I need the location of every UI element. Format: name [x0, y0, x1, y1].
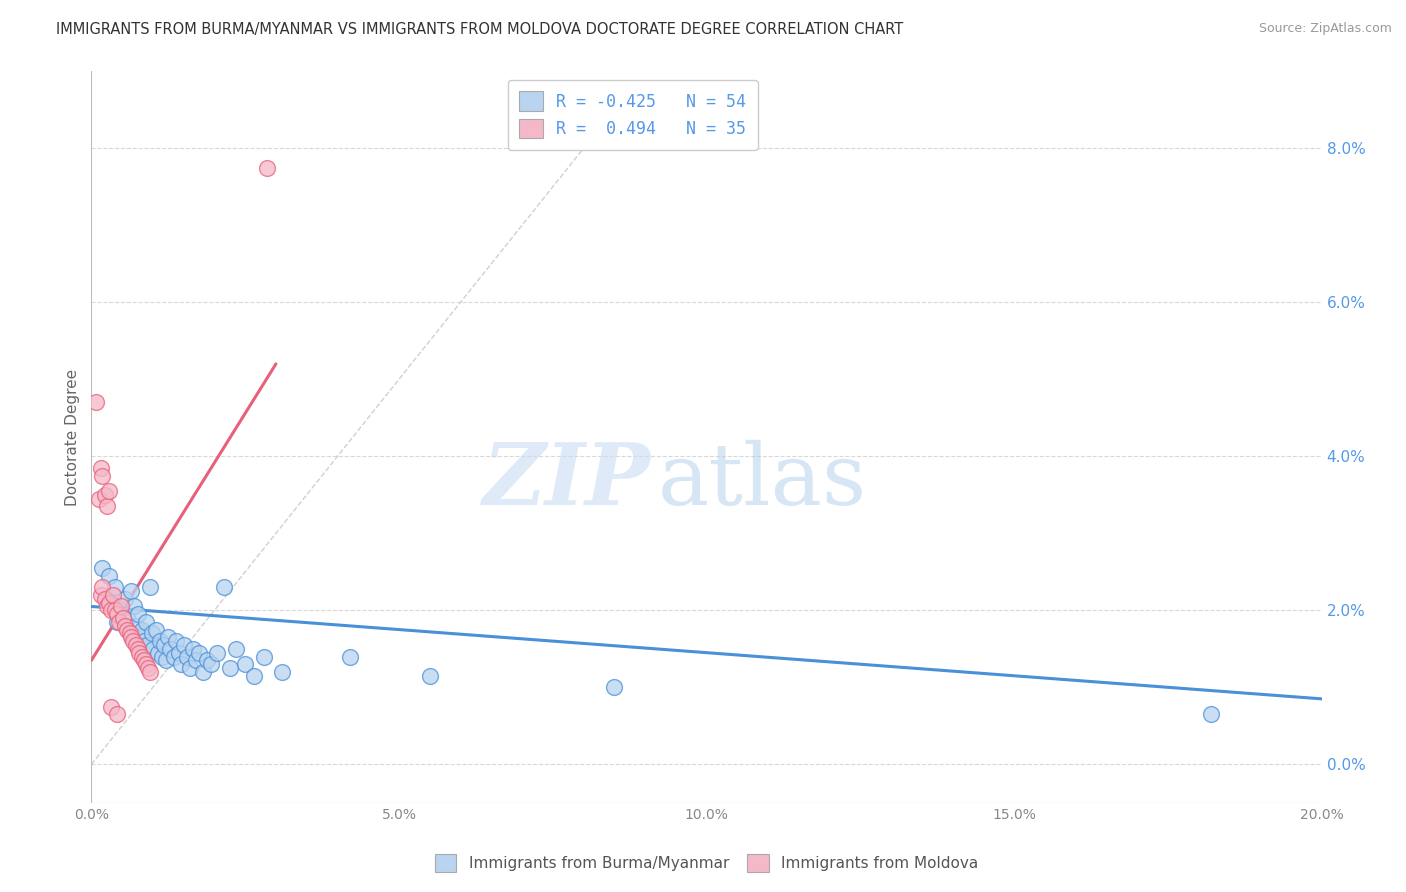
Point [118, 626, 141, 640]
Point [146, 646, 169, 660]
Point [128, 630, 150, 644]
Point [233, 657, 256, 672]
Point [169, 657, 191, 672]
Point [100, 699, 122, 714]
Y-axis label: Doctorate Degree: Doctorate Degree [65, 368, 80, 506]
Point [96, 500, 118, 514]
Point [115, 623, 138, 637]
Point [132, 653, 155, 667]
Point [110, 603, 132, 617]
Point [139, 580, 162, 594]
Point [155, 653, 177, 667]
Point [131, 623, 153, 637]
Point [120, 584, 142, 599]
Point [122, 634, 145, 648]
Point [105, 707, 128, 722]
Point [136, 661, 159, 675]
Point [97, 483, 120, 498]
Point [135, 657, 156, 672]
Point [167, 646, 190, 660]
Point [114, 618, 136, 632]
Point [218, 661, 240, 675]
Point [114, 591, 136, 606]
Point [104, 603, 127, 617]
Point [94, 591, 117, 606]
Point [135, 638, 157, 652]
Point [193, 665, 215, 679]
Point [195, 653, 218, 667]
Point [1199, 707, 1222, 722]
Point [145, 623, 167, 637]
Point [157, 630, 180, 644]
Point [159, 641, 181, 656]
Point [212, 580, 235, 594]
Point [153, 638, 176, 652]
Point [149, 634, 172, 648]
Point [91, 468, 114, 483]
Point [271, 665, 294, 679]
Point [100, 596, 122, 610]
Text: Source: ZipAtlas.com: Source: ZipAtlas.com [1258, 22, 1392, 36]
Point [188, 646, 211, 660]
Point [142, 641, 165, 656]
Point [97, 568, 120, 582]
Point [256, 161, 278, 175]
Point [105, 615, 128, 629]
Point [243, 669, 266, 683]
Point [94, 488, 117, 502]
Point [120, 630, 142, 644]
Point [115, 611, 138, 625]
Point [97, 596, 120, 610]
Point [110, 599, 132, 614]
Point [181, 641, 204, 656]
Point [135, 615, 156, 629]
Point [184, 653, 207, 667]
Point [105, 607, 128, 622]
Point [132, 634, 155, 648]
Point [200, 657, 222, 672]
Point [173, 638, 195, 652]
Point [127, 641, 149, 656]
Point [163, 649, 186, 664]
Point [419, 669, 441, 683]
Point [91, 561, 114, 575]
Point [150, 649, 173, 664]
Point [124, 599, 146, 614]
Point [128, 646, 150, 660]
Point [91, 580, 114, 594]
Point [90, 461, 112, 475]
Point [96, 599, 118, 614]
Point [131, 649, 153, 664]
Text: IMMIGRANTS FROM BURMA/MYANMAR VS IMMIGRANTS FROM MOLDOVA DOCTORATE DEGREE CORREL: IMMIGRANTS FROM BURMA/MYANMAR VS IMMIGRA… [56, 22, 904, 37]
Point [112, 611, 135, 625]
Point [104, 580, 127, 594]
Point [124, 618, 146, 632]
Text: atlas: atlas [657, 440, 866, 523]
Point [118, 626, 141, 640]
Point [127, 607, 149, 622]
Point [124, 638, 146, 652]
Point [87, 491, 110, 506]
Point [207, 646, 229, 660]
Point [101, 588, 124, 602]
Legend: Immigrants from Burma/Myanmar, Immigrants from Moldova: Immigrants from Burma/Myanmar, Immigrant… [427, 847, 986, 880]
Point [252, 649, 274, 664]
Point [176, 649, 198, 664]
Text: ZIP: ZIP [484, 439, 651, 523]
Point [165, 634, 187, 648]
Point [139, 665, 162, 679]
Point [603, 681, 626, 695]
Point [108, 615, 131, 629]
Point [141, 626, 163, 640]
Point [225, 641, 247, 656]
Point [339, 649, 361, 664]
Point [100, 603, 122, 617]
Point [86, 395, 108, 409]
Point [90, 588, 112, 602]
Point [179, 661, 201, 675]
